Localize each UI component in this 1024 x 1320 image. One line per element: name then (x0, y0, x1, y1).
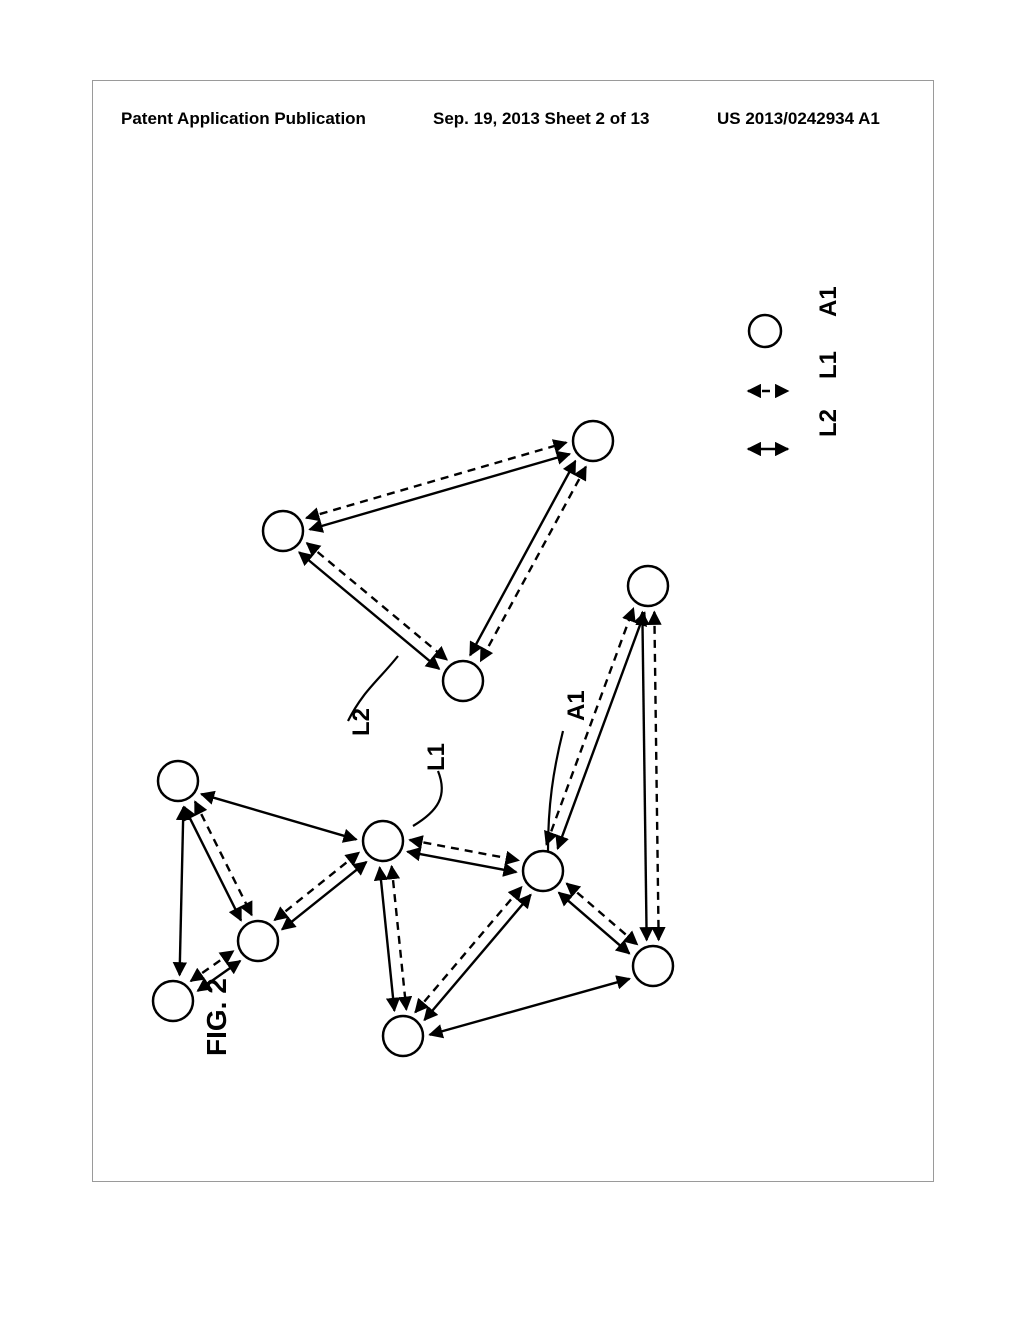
node-layer (153, 421, 673, 1056)
dashed-link (392, 866, 407, 1009)
legend (748, 315, 788, 449)
solid-link (310, 454, 570, 530)
dashed-link (191, 951, 234, 981)
callout-label-a1: A1 (563, 690, 591, 721)
dashed-link (410, 840, 519, 860)
callout-label-l1: L1 (423, 743, 451, 771)
leader-line (413, 771, 442, 826)
solid-link (407, 852, 516, 872)
solid-link (559, 893, 630, 954)
solid-link (282, 862, 366, 930)
network-diagram (93, 81, 933, 1161)
network-node (238, 921, 278, 961)
network-node (363, 821, 403, 861)
network-node (443, 661, 483, 701)
dashed-link (415, 887, 521, 1012)
dashed-link (481, 467, 586, 661)
dashed-link (275, 853, 359, 921)
legend-label-l1: L1 (815, 351, 843, 379)
dashed-link (546, 608, 633, 844)
legend-node-icon (749, 315, 781, 347)
solid-link (299, 552, 439, 669)
network-node (263, 511, 303, 551)
solid-link (184, 807, 241, 920)
solid-link (201, 794, 356, 839)
solid-link (180, 807, 184, 975)
legend-label-l2: L2 (815, 409, 843, 437)
solid-link (380, 867, 395, 1010)
network-node (628, 566, 668, 606)
network-node (158, 761, 198, 801)
solid-link (642, 612, 646, 940)
page-frame: Patent Application Publication Sep. 19, … (92, 80, 934, 1182)
dashed-link (195, 802, 252, 915)
network-node (633, 946, 673, 986)
leader-line (548, 731, 563, 851)
network-node (523, 851, 563, 891)
dashed-link (306, 442, 566, 518)
dashed-link (307, 543, 447, 660)
network-node (573, 421, 613, 461)
solid-link (470, 461, 575, 655)
dashed-link (567, 883, 638, 944)
legend-label-a1: A1 (815, 286, 843, 317)
solid-link (558, 612, 645, 848)
solid-link (424, 895, 530, 1020)
callout-label-l2: L2 (348, 708, 376, 736)
network-node (383, 1016, 423, 1056)
solid-link (198, 961, 241, 991)
network-node (153, 981, 193, 1021)
dashed-link (654, 612, 658, 940)
solid-link (430, 979, 630, 1035)
